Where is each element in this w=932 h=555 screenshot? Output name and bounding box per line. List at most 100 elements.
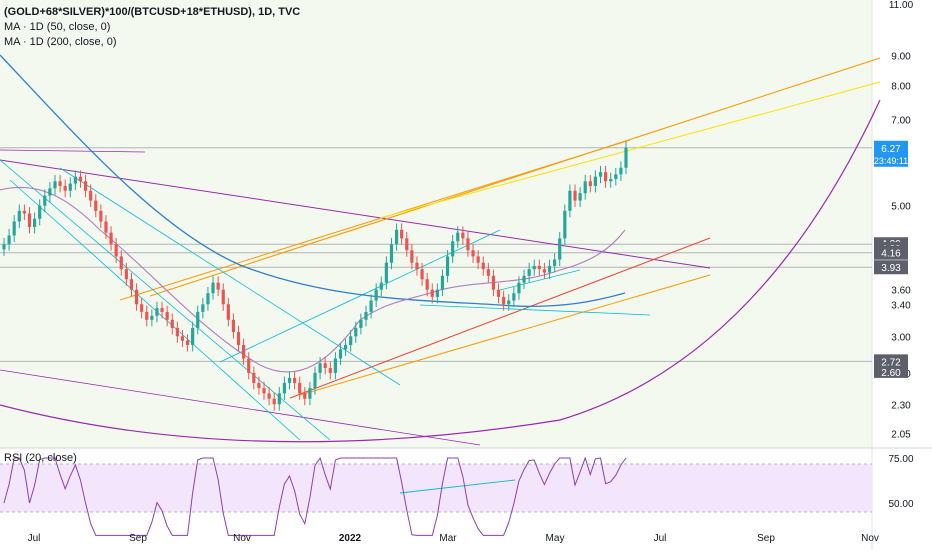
y-tick-label: 9.00 — [891, 51, 911, 62]
price-axis: 11.009.008.007.005.003.603.403.002.602.3… — [888, 0, 913, 510]
candle-body — [415, 262, 419, 270]
price-badge — [874, 245, 908, 260]
rsi-line — [3, 456, 627, 536]
candle-body — [410, 250, 414, 263]
candle-body — [471, 250, 475, 257]
candle-body — [252, 372, 256, 383]
candle-body — [420, 269, 424, 280]
candle-body — [89, 190, 93, 201]
y-tick-label: 2.05 — [891, 430, 911, 441]
candle-body — [160, 308, 164, 312]
candle-body — [109, 232, 113, 245]
candle-body — [94, 200, 98, 211]
candle-body — [517, 282, 521, 294]
candle-body — [12, 221, 16, 236]
candle-body — [165, 311, 169, 320]
rsi-tick-label: 50.00 — [888, 499, 913, 510]
candle-body — [369, 300, 373, 312]
y-tick-label: 2.30 — [891, 400, 911, 411]
candle-body — [277, 393, 281, 405]
candle-body — [558, 238, 562, 260]
y-tick-label: 3.00 — [891, 332, 911, 343]
axis-panel — [872, 0, 932, 550]
candle-body — [619, 167, 623, 175]
candle-body — [328, 368, 332, 373]
candle-body — [185, 340, 190, 345]
candle-body — [221, 289, 225, 305]
candle-body — [394, 229, 399, 245]
candle-body — [435, 289, 439, 297]
price-badge — [874, 260, 908, 275]
ma200-legend[interactable]: MA · 1D (200, close, 0) — [4, 36, 117, 48]
candle-body — [502, 296, 506, 305]
candle-body — [68, 183, 72, 191]
candle-body — [242, 344, 246, 359]
candle-body — [588, 181, 592, 186]
candle-body — [349, 336, 353, 345]
candle-body — [553, 259, 557, 266]
candle-body — [38, 205, 42, 219]
y-tick-label: 3.60 — [891, 286, 911, 297]
candle-body — [583, 181, 587, 194]
candle-body — [384, 262, 388, 283]
orange-lower-trendline — [299, 274, 711, 396]
candle-body — [63, 185, 67, 191]
ma50-legend[interactable]: MA · 1D (50, close, 0) — [4, 21, 111, 33]
candle-body — [343, 344, 348, 350]
candle-body — [2, 244, 6, 250]
candle-body — [532, 265, 536, 270]
candle-body — [58, 181, 62, 186]
candle-body — [547, 265, 552, 273]
fan-arc — [0, 99, 881, 443]
candle-body — [216, 282, 220, 290]
candle-body — [389, 244, 394, 263]
candle-body — [231, 319, 236, 333]
price-badge-label: 6.27 — [881, 144, 901, 155]
candle-body — [598, 172, 603, 177]
candle-body — [206, 293, 210, 305]
candle-body — [298, 382, 302, 394]
candle-body — [364, 311, 368, 320]
candle-body — [145, 311, 149, 320]
candle-body — [542, 269, 547, 273]
candle-body — [481, 262, 485, 270]
symbol-title[interactable]: (GOLD+68*SILVER)*100/(BTCUSD+18*ETHUSD),… — [4, 6, 301, 18]
last-price-badge — [874, 140, 908, 167]
candle-body — [466, 238, 470, 251]
candle-body — [624, 147, 628, 168]
candle-body — [425, 279, 429, 290]
ma200-line — [0, 54, 626, 307]
candle-body — [282, 382, 287, 394]
rsi-pane — [3, 456, 627, 536]
ma50-line — [0, 186, 626, 373]
candle-body — [180, 336, 185, 341]
candle-body — [32, 218, 37, 227]
cyan-channel-line — [0, 159, 331, 441]
candle-body — [573, 190, 577, 201]
fan-line — [0, 369, 481, 446]
candle-body — [486, 269, 490, 276]
candle-body — [496, 289, 501, 297]
candle-body — [114, 244, 118, 257]
candle-body — [318, 363, 322, 373]
candle-body — [507, 300, 511, 305]
candle-body — [338, 349, 343, 359]
horizontal-levels — [0, 147, 872, 362]
countdown-label: 23:49:11 — [874, 156, 908, 166]
x-tick-label: Jul — [28, 533, 41, 544]
candle-body — [293, 377, 297, 383]
candle-body — [247, 358, 251, 373]
candle-body — [609, 178, 613, 182]
red-trendline — [289, 237, 711, 399]
candle-body — [48, 188, 52, 196]
candle-body — [354, 327, 358, 337]
candle-body — [308, 388, 312, 399]
rsi-legend[interactable]: RSI (20, close) — [4, 452, 77, 464]
candle-body — [578, 193, 582, 201]
candle-body — [175, 327, 179, 337]
candle-body — [201, 304, 205, 312]
cyan-channel-line — [499, 269, 581, 291]
candle-body — [476, 256, 480, 263]
